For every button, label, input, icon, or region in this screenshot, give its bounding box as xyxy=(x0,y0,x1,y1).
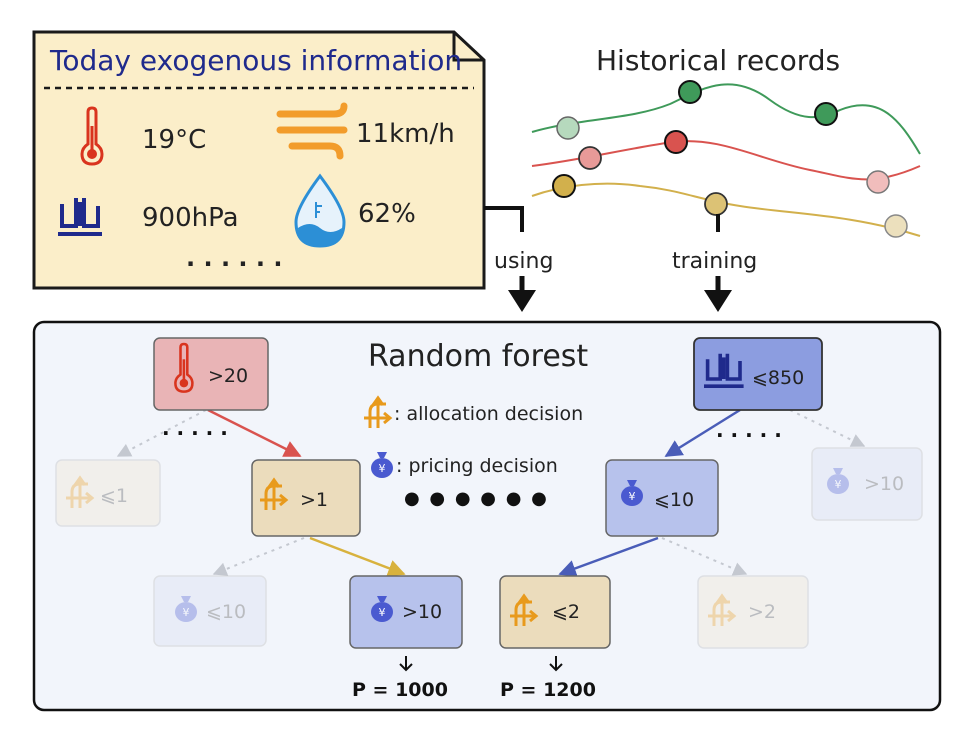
node-right-leaf: ⩽2 xyxy=(499,575,611,649)
training-label: training xyxy=(672,249,757,274)
node-right-faded-leaf-label: >2 xyxy=(748,601,776,623)
node-left-leaf-label: >10 xyxy=(402,601,442,623)
history-point xyxy=(664,130,688,154)
node-left-faded-mid-label: ⩽10 xyxy=(206,601,246,623)
history-point xyxy=(556,116,580,140)
left-tree-ellipsis: · · · · · xyxy=(162,421,228,445)
history-point xyxy=(704,192,728,216)
node-right-faded-leaf: >2 xyxy=(697,575,809,649)
node-left-mid-label: >1 xyxy=(300,489,328,511)
center-ellipsis: ● ● ● ● ● ● xyxy=(404,488,549,509)
left-leaf-result: P = 1000 xyxy=(352,679,448,701)
node-left-root-label: >20 xyxy=(208,365,248,387)
edge-faded-mid-left xyxy=(212,537,305,576)
exogenous-title: Today exogenous information xyxy=(49,44,462,77)
green-history-line xyxy=(531,83,921,155)
wind-value: 11km/h xyxy=(356,119,455,149)
right-leaf-result: P = 1200 xyxy=(500,679,596,701)
pricing-legend-label: : pricing decision xyxy=(396,455,558,477)
node-right-root: ⩽850 xyxy=(693,337,823,411)
allocation-legend-label: : allocation decision xyxy=(394,403,583,425)
using-label: using xyxy=(494,249,553,274)
history-point xyxy=(678,80,702,104)
node-right-faded: >10 xyxy=(811,447,923,521)
using-connector xyxy=(484,206,524,232)
wind-icon xyxy=(276,102,348,160)
node-right-root-label: ⩽850 xyxy=(752,367,804,389)
using-arrow-head xyxy=(508,290,536,312)
edge-faded-left xyxy=(116,409,207,457)
edge-root-to-mid-right xyxy=(664,408,741,458)
gold-history-line xyxy=(531,182,921,237)
node-left-faded: ⩽1 xyxy=(55,459,161,527)
history-point xyxy=(884,214,908,238)
history-point xyxy=(866,170,890,194)
humidity-value: 62% xyxy=(358,199,416,229)
training-arrow-head xyxy=(704,290,732,312)
node-right-leaf-label: ⩽2 xyxy=(552,601,580,623)
down-arrow-icon xyxy=(549,656,563,672)
edge-mid-to-leaf-right xyxy=(558,536,659,577)
edge-root-to-mid-left xyxy=(207,408,302,458)
edge-mid-to-leaf-left xyxy=(309,536,406,577)
history-point xyxy=(552,174,576,198)
history-title: Historical records xyxy=(596,44,840,77)
right-tree-ellipsis: · · · · · xyxy=(716,423,782,447)
history-point xyxy=(578,146,602,170)
node-right-mid: ⩽10 xyxy=(605,459,719,537)
flow-connectors: using training xyxy=(484,206,757,312)
forest-title: Random forest xyxy=(368,339,588,374)
node-left-faded-mid: ⩽10 xyxy=(153,575,267,647)
history-point xyxy=(814,102,838,126)
down-arrow-icon xyxy=(399,656,413,672)
node-left-root: >20 xyxy=(153,337,269,411)
node-left-mid: >1 xyxy=(251,459,361,537)
pressure-value: 900hPa xyxy=(142,203,239,233)
node-right-mid-label: ⩽10 xyxy=(654,489,694,511)
node-left-leaf: >10 xyxy=(349,575,463,649)
exogenous-info-card: Today exogenous information 19°C 11km/h … xyxy=(32,30,486,290)
historical-records: Historical records xyxy=(531,44,921,238)
random-forest-panel: Random forest : allocation decision : pr… xyxy=(32,320,942,712)
humidity-icon xyxy=(294,173,346,248)
node-right-faded-label: >10 xyxy=(864,473,904,495)
temperature-value: 19°C xyxy=(142,125,206,155)
more-ellipsis: · · · · · · xyxy=(186,250,282,278)
node-left-faded-label: ⩽1 xyxy=(100,485,128,507)
edge-faded-right xyxy=(789,409,866,447)
